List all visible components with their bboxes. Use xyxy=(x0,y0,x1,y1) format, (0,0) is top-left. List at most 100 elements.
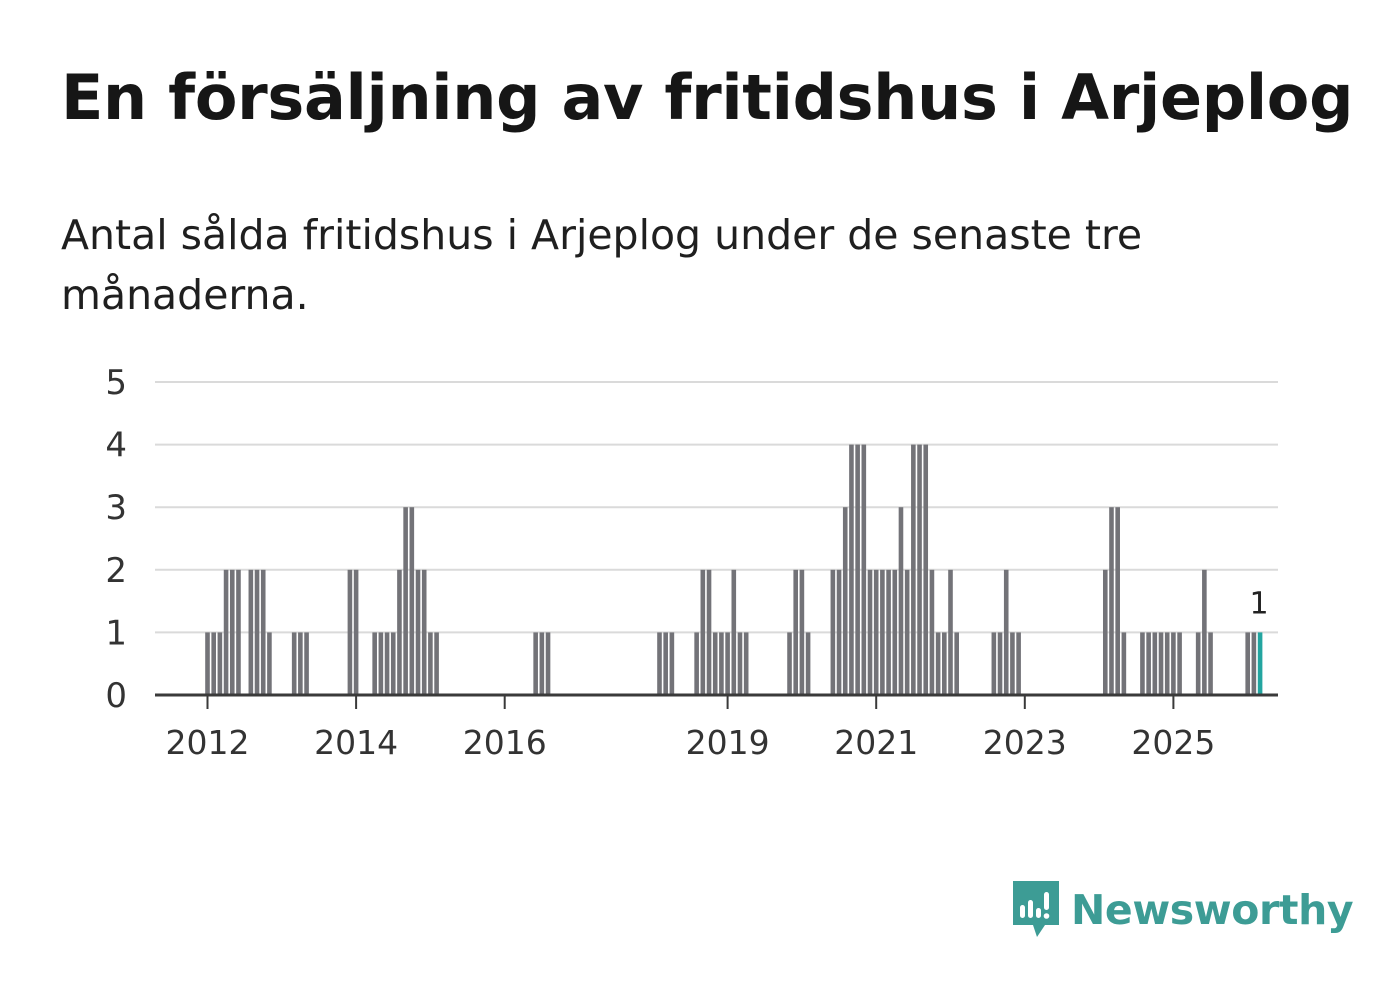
bar xyxy=(954,632,959,695)
bar xyxy=(1202,569,1207,695)
y-axis-ticks: 0 1 2 3 4 5 xyxy=(105,363,127,716)
x-tick-label: 2016 xyxy=(463,723,547,762)
bar xyxy=(298,632,303,695)
x-tick-label: 2014 xyxy=(314,723,398,762)
bar xyxy=(942,632,947,695)
bar xyxy=(1152,632,1158,695)
x-tick-label: 2012 xyxy=(166,723,250,762)
bar xyxy=(842,507,848,695)
bar xyxy=(1158,632,1164,695)
bar xyxy=(830,569,836,695)
bar xyxy=(533,632,538,695)
bar xyxy=(347,569,353,695)
bar xyxy=(911,444,916,695)
bar xyxy=(291,632,297,695)
bar xyxy=(898,507,904,695)
bar xyxy=(923,444,929,695)
bar xyxy=(205,632,210,695)
bar xyxy=(1208,632,1213,695)
x-tick-label: 2025 xyxy=(1131,723,1215,762)
bar xyxy=(935,632,941,695)
brand-name: Newsworthy xyxy=(1071,886,1354,934)
bar xyxy=(991,632,997,695)
bar xyxy=(731,569,737,695)
gridlines xyxy=(155,381,1278,634)
x-axis-ticks: 2012 2014 2016 2019 2021 2023 2025 xyxy=(166,695,1215,762)
bar xyxy=(211,632,216,695)
bar xyxy=(873,569,879,695)
bar xyxy=(669,632,675,695)
bar xyxy=(1140,632,1145,695)
bar xyxy=(880,569,885,695)
bar xyxy=(1102,569,1108,695)
data-label: 1 xyxy=(1250,586,1269,621)
bar xyxy=(223,569,229,695)
bar xyxy=(805,632,811,695)
bar xyxy=(545,632,551,695)
bar xyxy=(353,569,359,695)
data-labels: 1 xyxy=(1250,586,1269,621)
bar xyxy=(378,632,384,695)
bar xyxy=(1251,632,1257,695)
bar xyxy=(855,444,860,695)
newsworthy-logo-icon xyxy=(1011,879,1061,941)
bar xyxy=(1177,632,1182,695)
bar xyxy=(706,569,712,695)
bar xyxy=(657,632,662,695)
bar xyxy=(304,632,309,695)
bar xyxy=(1016,632,1021,695)
bar xyxy=(372,632,377,695)
bar xyxy=(1195,632,1201,695)
bar xyxy=(849,444,854,695)
bar xyxy=(1121,632,1127,695)
x-tick-label: 2021 xyxy=(834,723,918,762)
bar xyxy=(421,569,427,695)
bar xyxy=(248,569,254,695)
bar xyxy=(415,569,421,695)
bars xyxy=(205,444,1263,695)
bar xyxy=(409,507,415,695)
bar xyxy=(1010,632,1015,695)
bar xyxy=(1115,507,1120,695)
bar xyxy=(217,632,223,695)
page-subtitle: Antal sålda fritidshus i Arjeplog under … xyxy=(61,211,1143,319)
bar xyxy=(434,632,439,695)
bar xyxy=(663,632,668,695)
bar xyxy=(397,569,402,695)
bar xyxy=(867,569,873,695)
bar xyxy=(861,444,867,695)
bar xyxy=(1109,507,1114,695)
y-tick-label: 1 xyxy=(105,613,127,653)
bar xyxy=(1171,632,1176,695)
bar xyxy=(886,569,891,695)
bar xyxy=(929,569,935,695)
bar xyxy=(1003,569,1009,695)
brand-logo: Newsworthy xyxy=(1011,879,1354,941)
bar xyxy=(904,569,910,695)
bar xyxy=(1146,632,1151,695)
bar xyxy=(267,632,272,695)
bar xyxy=(700,569,706,695)
bar xyxy=(892,569,898,695)
bar-highlight xyxy=(1257,632,1263,695)
bar xyxy=(254,569,260,695)
bar xyxy=(793,569,799,695)
page-title: En försäljning av fritidshus i Arjeplog xyxy=(61,61,1354,134)
y-tick-label: 3 xyxy=(105,488,127,528)
bar xyxy=(1164,632,1170,695)
x-tick-label: 2023 xyxy=(983,723,1067,762)
bar xyxy=(694,632,699,695)
bar xyxy=(997,632,1003,695)
bar xyxy=(236,569,241,695)
bar xyxy=(229,569,235,695)
bar xyxy=(799,569,805,695)
bar xyxy=(948,569,953,695)
bar xyxy=(428,632,433,695)
y-tick-label: 0 xyxy=(105,676,127,716)
bar xyxy=(787,632,792,695)
bar xyxy=(260,569,266,695)
bar xyxy=(719,632,724,695)
x-tick-label: 2019 xyxy=(686,723,770,762)
bar xyxy=(539,632,545,695)
